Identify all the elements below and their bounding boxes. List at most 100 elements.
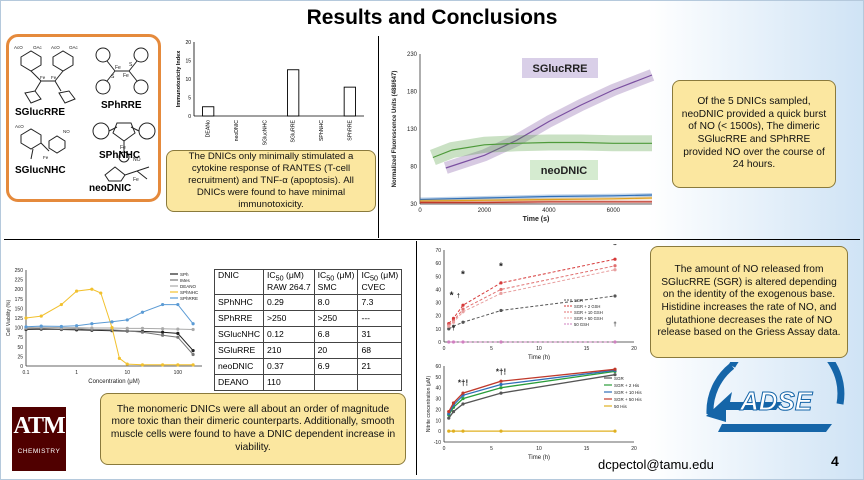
x-tick-label: SGluRRE [291,119,297,142]
immunotoxicity-note: The DNICs only minimally stimulated a cy… [166,150,376,212]
x-tick-label: 6000 [607,208,621,214]
data-point [613,294,617,298]
data-point [110,326,114,330]
adse-logo: ADSE [706,362,845,432]
header-sub-text: 50 [275,274,284,283]
table-cell: SPhNHC [213,293,265,311]
tamu-chemistry-logo: ATM CHEMISTRY [12,407,66,471]
significance-mark: * [499,262,503,273]
data-point [125,362,129,366]
series-line [448,369,616,415]
y-tick-label: 125 [15,316,24,322]
legend-entry: SGR [574,298,583,303]
table-row: DEANO 110 [213,373,403,391]
table-cell: 6.9 [313,357,359,375]
y-axis-label: Nitrite concentration (μM) [426,376,432,433]
data-point [613,429,617,433]
data-point [461,396,465,401]
table-header-row: DNIC IC50 (μM) RAW 264.7 IC50 (μM) SMC IC5… [213,269,403,295]
table-row: SGlucNHC 0.12 6.8 31 [213,325,403,343]
data-point [161,302,165,307]
data-point [451,410,456,414]
griess-note: The amount of NO released from SGlucRRE … [650,246,848,358]
adse-arc-left-icon [706,363,735,415]
viability-chart: 0.1 1 10 100 0 25 50 75 100 125 150 175 200 225 250 Con… [6,268,202,385]
y-axis-label: Immunotoxicity Index [176,50,182,107]
data-point [140,330,145,334]
table-header-cell: IC50 (μM) SMC [313,269,359,295]
legend-entry: SGR + 10 His [614,390,642,395]
data-point [39,324,43,328]
table-cell: 110 [263,373,315,391]
y-tick-label: 150 [15,306,24,312]
y-tick-label: 20 [435,314,441,320]
svg-text:NO: NO [133,157,141,163]
significance-mark: * [461,270,465,281]
y-tick-label: 130 [407,127,418,133]
data-point [125,318,129,322]
table-cell: 21 [357,357,403,375]
x-tick-label: 0.1 [23,370,30,376]
contact-email[interactable]: dcpectol@tamu.edu [598,457,714,472]
data-point [125,326,129,330]
data-point [499,382,503,387]
bar [343,86,356,117]
legend-entry: SPhRRE [180,296,198,301]
data-point [24,325,28,329]
header-cell-line-text: CVEC [361,281,386,292]
table-cell: DEANO [213,373,265,391]
data-point [176,331,180,335]
data-point [613,373,617,377]
svg-text:S: S [129,62,133,68]
table-cell: 0.29 [263,293,315,311]
data-point [451,316,456,320]
svg-text:AcO: AcO [15,124,24,129]
toxicity-note: The monomeric DNICs were all about an or… [100,393,406,465]
sphrre-label: SPhRRE [101,100,142,111]
data-point [161,333,165,337]
data-point [451,340,456,344]
sglucrre-label: SGlucRRE [15,107,66,118]
x-tick-label: 100 [174,370,183,376]
x-tick-label: 0 [418,208,422,214]
data-point [451,429,456,433]
y-tick-label: 15 [185,59,191,65]
series-line [25,328,194,351]
data-point [24,316,28,320]
data-point [176,335,180,339]
structures-panel: AcO OAc AcO OAc Fe Fe Fe Fe S S SGlucRRE SPhRRE … [6,34,161,202]
bar [287,69,300,117]
data-point [90,326,94,330]
x-axis-label: Time (s) [523,216,550,223]
legend-entry: SPhNHC [180,290,199,295]
data-point [447,324,451,328]
data-point [447,340,451,344]
x-tick-label: SGlucNHC [262,120,268,146]
y-tick-label: 50 [17,345,23,351]
header-cell-line-text: SMC [317,281,337,292]
data-point [75,289,79,293]
y-tick-label: 75 [17,335,23,341]
y-tick-label: 10 [185,77,191,83]
y-tick-label: 0 [438,429,441,435]
table-row: SPhRRE >250 >250 --- [213,309,403,327]
data-point [451,324,456,328]
table-cell: 210 [263,341,315,359]
data-point [499,340,503,344]
adse-logo-text: ADSE [739,386,813,416]
data-point [499,308,503,313]
y-tick-label: 50 [435,375,441,381]
sglucnhc-structure-icon: AcO Fe NO [15,124,70,160]
sphnhc-structure-icon: Fe NO [92,122,156,163]
svg-text:Fe: Fe [120,145,126,151]
significance-mark: † [452,326,455,332]
series-line [432,141,652,159]
svg-text:OAc: OAc [33,45,43,50]
y-tick-label: 0 [188,114,191,120]
data-point [461,307,465,311]
neodnic-annotation: neoDNIC [541,165,588,177]
data-point [499,281,503,285]
y-tick-label: 50 [435,274,441,280]
